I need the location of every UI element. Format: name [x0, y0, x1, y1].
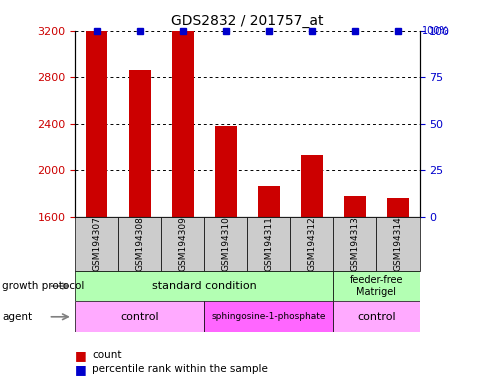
- Text: control: control: [120, 312, 159, 322]
- Bar: [204, 301, 333, 332]
- Bar: [75, 301, 204, 332]
- Text: GSM194310: GSM194310: [221, 217, 230, 271]
- Text: agent: agent: [2, 312, 32, 322]
- Bar: [86, 31, 107, 217]
- Bar: [290, 217, 333, 271]
- Text: ■: ■: [75, 363, 87, 376]
- Text: GSM194313: GSM194313: [350, 217, 359, 271]
- Bar: [75, 271, 333, 301]
- Text: sphingosine-1-phosphate: sphingosine-1-phosphate: [211, 312, 325, 321]
- Bar: [247, 217, 290, 271]
- Bar: [129, 70, 150, 217]
- Bar: [118, 217, 161, 271]
- Bar: [172, 31, 193, 217]
- Bar: [161, 217, 204, 271]
- Text: GSM194309: GSM194309: [178, 217, 187, 271]
- Text: GSM194308: GSM194308: [135, 217, 144, 271]
- Text: GSM194314: GSM194314: [393, 217, 402, 271]
- Bar: [214, 126, 236, 217]
- Text: standard condition: standard condition: [151, 281, 256, 291]
- Text: GSM194312: GSM194312: [307, 217, 316, 271]
- Bar: [333, 217, 376, 271]
- Text: percentile rank within the sample: percentile rank within the sample: [92, 364, 268, 374]
- Bar: [376, 217, 419, 271]
- Text: feeder-free
Matrigel: feeder-free Matrigel: [349, 275, 402, 297]
- Text: count: count: [92, 350, 121, 360]
- Text: GSM194311: GSM194311: [264, 217, 273, 271]
- Bar: [204, 217, 247, 271]
- Bar: [257, 185, 279, 217]
- Bar: [333, 271, 419, 301]
- Text: ■: ■: [75, 349, 87, 362]
- Text: growth protocol: growth protocol: [2, 281, 85, 291]
- Bar: [301, 155, 322, 217]
- Text: 100%: 100%: [421, 26, 449, 36]
- Bar: [75, 217, 118, 271]
- Title: GDS2832 / 201757_at: GDS2832 / 201757_at: [171, 14, 323, 28]
- Text: GSM194307: GSM194307: [92, 217, 101, 271]
- Text: control: control: [356, 312, 395, 322]
- Bar: [333, 301, 419, 332]
- Bar: [344, 196, 365, 217]
- Bar: [386, 199, 408, 217]
